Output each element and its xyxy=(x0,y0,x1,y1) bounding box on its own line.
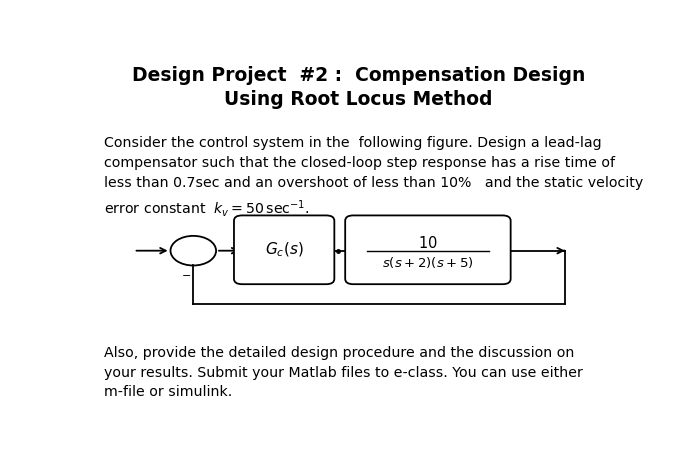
Text: Also, provide the detailed design procedure and the discussion on
your results. : Also, provide the detailed design proced… xyxy=(104,346,582,399)
FancyBboxPatch shape xyxy=(234,215,335,284)
Text: $s(s+2)(s+5)$: $s(s+2)(s+5)$ xyxy=(382,255,474,270)
Text: $-$: $-$ xyxy=(181,269,192,279)
FancyBboxPatch shape xyxy=(345,215,511,284)
Text: Consider the control system in the  following figure. Design a lead-lag
compensa: Consider the control system in the follo… xyxy=(104,136,643,218)
Text: Design Project  #2 :  Compensation Design
Using Root Locus Method: Design Project #2 : Compensation Design … xyxy=(132,65,585,109)
Text: $10$: $10$ xyxy=(418,235,438,251)
Text: $G_c\left(s\right)$: $G_c\left(s\right)$ xyxy=(265,240,304,259)
